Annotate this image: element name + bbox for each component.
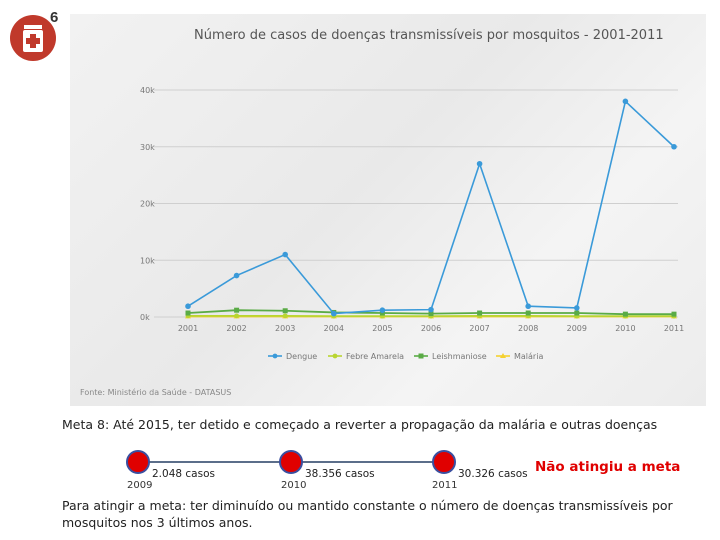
x-tick-label: 2007 [469, 324, 489, 333]
y-tick-label: 10k [140, 256, 155, 265]
data-point [428, 311, 434, 317]
legend-label: Febre Amarela [346, 352, 404, 361]
data-point [234, 307, 240, 313]
chart-title: Número de casos de doenças transmissívei… [194, 28, 664, 43]
series-line-0 [187, 99, 675, 315]
data-point [185, 303, 191, 310]
timeline-dot-2010 [279, 450, 303, 474]
timeline-value-2009: 2.048 casos [152, 468, 215, 480]
status-label: Não atingiu a meta [535, 459, 681, 475]
data-point [331, 310, 337, 317]
data-point [282, 308, 288, 314]
data-point [185, 310, 191, 316]
chart-source: Fonte: Ministério da Saúde - DATASUS [80, 387, 231, 397]
x-tick-label: 2005 [372, 324, 392, 333]
legend-marker [418, 353, 424, 359]
y-tick-label: 30k [140, 143, 155, 152]
slide-number: 6 [50, 9, 59, 26]
data-point [379, 310, 385, 316]
data-point [379, 307, 386, 313]
timeline-year-2009: 2009 [127, 480, 153, 491]
x-tick-label: 2002 [226, 324, 246, 333]
legend-label: Leishmaniose [432, 352, 487, 361]
legend-marker [332, 353, 338, 359]
timeline-year-2010: 2010 [281, 480, 307, 491]
x-tick-label: 2011 [664, 324, 684, 333]
timeline-year-2011: 2011 [432, 480, 458, 491]
data-point [525, 303, 531, 310]
timeline-value-2011: 30.326 casos [458, 468, 528, 480]
data-point [622, 311, 628, 317]
timeline: 2.048 casos 2009 38.356 casos 2010 30.32… [0, 440, 720, 495]
timeline-value-2010: 38.356 casos [305, 468, 375, 480]
y-tick-label: 20k [140, 200, 155, 209]
line-chart: Número de casos de doenças transmissívei… [80, 28, 684, 397]
data-point [233, 272, 240, 279]
x-tick-label: 2006 [421, 324, 441, 333]
x-tick-label: 2010 [615, 324, 635, 333]
legend-label: Dengue [286, 352, 317, 361]
data-point [574, 305, 580, 311]
data-point [428, 306, 434, 313]
data-point [671, 311, 677, 317]
data-point [476, 160, 483, 167]
data-point [477, 310, 483, 316]
timeline-dot-2011 [432, 450, 456, 474]
meta-statement: Meta 8: Até 2015, ter detido e começado … [62, 417, 658, 432]
timeline-dot-2009 [126, 450, 150, 474]
x-tick-label: 2003 [275, 324, 295, 333]
data-point [574, 310, 580, 316]
chart-panel: Número de casos de doenças transmissívei… [70, 14, 706, 406]
legend-marker [500, 353, 506, 358]
legend-marker [272, 353, 278, 359]
data-point [525, 310, 531, 316]
data-point [234, 313, 240, 319]
y-tick-label: 40k [140, 86, 155, 95]
medicine-bottle-icon [10, 15, 56, 61]
data-point [671, 143, 677, 150]
data-point [282, 313, 288, 319]
y-tick-label: 0k [140, 313, 150, 322]
data-point [622, 98, 629, 105]
data-point [282, 251, 288, 258]
x-tick-label: 2004 [324, 324, 344, 333]
legend-label: Malária [514, 352, 543, 361]
x-tick-label: 2001 [178, 324, 198, 333]
x-tick-label: 2009 [567, 324, 587, 333]
x-tick-label: 2008 [518, 324, 538, 333]
goal-statement: Para atingir a meta: ter diminuído ou ma… [62, 498, 673, 530]
